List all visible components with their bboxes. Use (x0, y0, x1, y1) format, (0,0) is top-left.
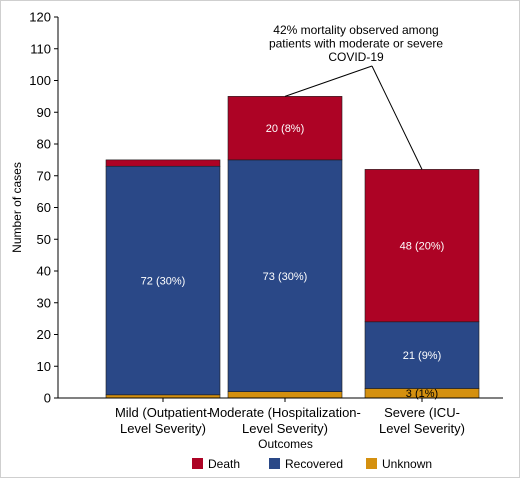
x-tick-label: Moderate (Hospitalization-Level Severity… (209, 405, 361, 436)
annotation-text: 42% mortality observed among patients wit… (269, 23, 443, 64)
y-tick-label: 100 (29, 73, 51, 88)
x-axis-label: Outcomes (258, 437, 313, 451)
bar-data-label: 73 (30%) (263, 271, 308, 283)
bar-data-label: 72 (30%) (141, 276, 186, 288)
legend-swatch-unknown (366, 458, 377, 469)
bar-segment-death (364, 169, 480, 323)
y-tick-label: 90 (37, 105, 51, 120)
bar-data-label: 3 (1%) (406, 388, 438, 400)
y-tick-label: 30 (37, 295, 51, 310)
y-tick-label: 70 (37, 168, 51, 183)
x-tick-label: Severe (ICU-Level Severity) (379, 405, 465, 436)
bar-segment-recovered (105, 165, 221, 396)
y-tick-label: 0 (44, 391, 51, 406)
legend: Death Recovered Unknown (192, 457, 432, 471)
bar-segment-recovered (227, 159, 343, 392)
mortality-annotation: 42% mortality observed among patients wit… (269, 23, 443, 170)
y-tick-label: 40 (37, 264, 51, 279)
legend-label-recovered: Recovered (285, 457, 343, 471)
bar-data-label: 48 (20%) (400, 241, 445, 253)
legend-swatch-death (192, 458, 203, 469)
legend-label-death: Death (208, 457, 240, 471)
y-tick-label: 20 (37, 327, 51, 342)
y-axis-ticks: 0 10 20 30 40 50 60 70 80 90 100 110 120 (29, 10, 58, 406)
bar-labels: 72 (30%) 73 (30%) 20 (8%) 3 (1%) 21 (9%) 48 (… (141, 123, 445, 400)
bar-data-label: 21 (9%) (403, 350, 442, 362)
legend-label-unknown: Unknown (382, 457, 432, 471)
x-tick-label: Mild (Outpatient-Level Severity) (115, 405, 211, 436)
y-tick-label: 120 (29, 10, 51, 25)
annotation-pointer-severe (371, 65, 423, 170)
legend-swatch-recovered (269, 458, 280, 469)
bar-segment-recovered (364, 321, 480, 389)
y-tick-label: 80 (37, 137, 51, 152)
y-axis-label: Number of cases (10, 162, 24, 253)
annotation-pointer-moderate (284, 65, 373, 97)
bar-segment-unknown (227, 391, 343, 399)
y-tick-label: 60 (37, 200, 51, 215)
x-axis-tick-labels: Mild (Outpatient-Level Severity)Moderate… (115, 398, 465, 436)
y-tick-label: 10 (37, 359, 51, 374)
bar-segment-death (105, 159, 221, 167)
y-tick-label: 110 (30, 41, 51, 56)
bar-data-label: 20 (8%) (266, 123, 305, 135)
bars (105, 96, 480, 399)
y-tick-label: 50 (37, 232, 51, 247)
